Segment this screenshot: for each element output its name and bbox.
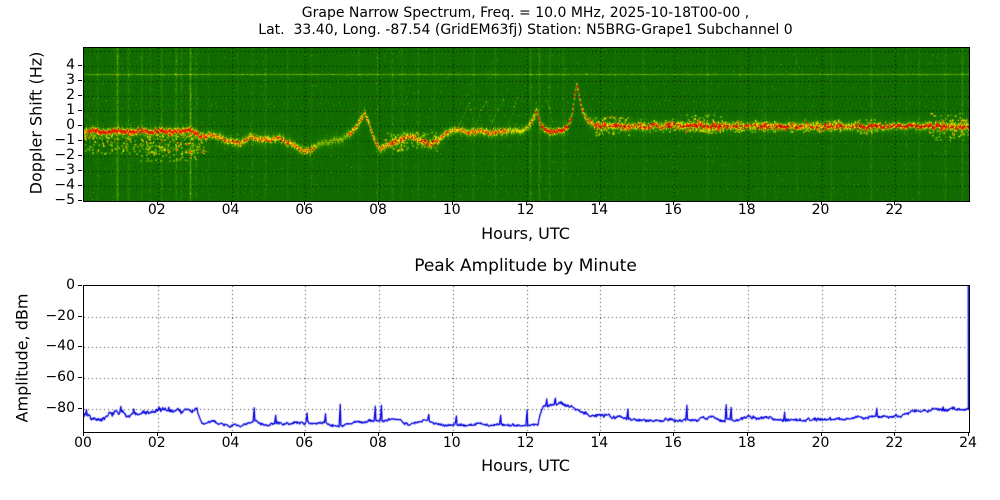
x-tick-mark <box>156 432 158 436</box>
x-tick-label: 20 <box>811 435 830 451</box>
y-tick-label: −3 <box>54 162 75 178</box>
x-tick-mark <box>230 201 232 205</box>
y-tick-label: 2 <box>66 87 75 103</box>
x-tick-label: 18 <box>737 202 756 218</box>
x-tick-mark <box>378 432 379 436</box>
y-tick-mark <box>78 155 82 156</box>
x-tick-mark <box>451 201 453 205</box>
x-tick-label: 14 <box>590 202 609 218</box>
y-tick-label: −1 <box>54 132 75 148</box>
x-tick-mark <box>304 201 306 205</box>
x-tick-label: 02 <box>147 435 166 451</box>
x-tick-mark <box>304 432 306 436</box>
x-tick-label: 16 <box>664 202 682 218</box>
y-tick-label: 3 <box>66 72 75 88</box>
y-tick-mark <box>78 315 82 317</box>
x-tick-label: 20 <box>811 202 830 218</box>
x-tick-mark <box>894 201 896 205</box>
x-tick-label: 04 <box>221 435 240 451</box>
x-tick-label: 14 <box>590 435 609 451</box>
y-tick-mark <box>78 65 82 66</box>
y-tick-mark <box>78 200 82 201</box>
amplitude-xlabel: Hours, UTC <box>481 456 570 475</box>
x-tick-mark <box>820 432 822 436</box>
x-tick-mark <box>83 432 84 436</box>
y-tick-label: −80 <box>45 399 75 416</box>
y-tick-label: 0 <box>66 117 75 133</box>
y-tick-mark <box>78 185 82 186</box>
x-tick-label: 08 <box>369 435 387 451</box>
x-tick-label: 00 <box>74 435 92 451</box>
x-tick-mark <box>599 201 601 205</box>
y-tick-label: −60 <box>45 369 75 386</box>
y-tick-label: −2 <box>54 147 75 163</box>
x-tick-mark <box>230 432 232 436</box>
spectrogram-xlabel: Hours, UTC <box>481 224 570 243</box>
x-tick-label: 22 <box>885 202 904 218</box>
x-tick-label: 06 <box>295 202 314 218</box>
x-tick-mark <box>673 201 674 205</box>
x-tick-label: 18 <box>737 435 756 451</box>
y-tick-mark <box>78 95 82 96</box>
y-tick-mark <box>78 140 82 141</box>
spectrogram-title-line1: Grape Narrow Spectrum, Freq. = 10.0 MHz,… <box>301 5 750 21</box>
x-tick-mark <box>968 432 969 436</box>
amplitude-title: Peak Amplitude by Minute <box>414 256 637 276</box>
y-tick-mark <box>78 110 82 111</box>
x-tick-mark <box>525 201 527 205</box>
x-tick-label: 08 <box>369 202 387 218</box>
x-tick-label: 02 <box>147 202 166 218</box>
y-tick-mark <box>78 285 82 286</box>
y-tick-label: −4 <box>54 177 75 193</box>
spectrogram-ylabel: Doppler Shift (Hz) <box>26 51 46 195</box>
x-tick-label: 12 <box>516 202 535 218</box>
y-tick-mark <box>78 80 82 81</box>
x-tick-mark <box>451 432 453 436</box>
y-tick-mark <box>78 125 82 126</box>
y-tick-label: 1 <box>66 102 75 118</box>
x-tick-label: 22 <box>885 435 904 451</box>
y-tick-mark <box>78 377 82 379</box>
y-tick-mark <box>78 346 82 348</box>
x-tick-mark <box>746 432 748 436</box>
x-tick-mark <box>820 201 822 205</box>
x-tick-mark <box>746 201 748 205</box>
x-tick-mark <box>599 432 601 436</box>
y-tick-label: 0 <box>66 277 75 293</box>
y-tick-label: −5 <box>54 192 75 208</box>
spectrogram-title-line2: Lat. 33.40, Long. -87.54 (GridEM63fj) St… <box>258 22 793 38</box>
x-tick-label: 10 <box>442 202 461 218</box>
amplitude-ylabel: Amplitude, dBm <box>12 293 32 423</box>
x-tick-label: 12 <box>516 435 535 451</box>
y-tick-mark <box>78 170 82 171</box>
y-tick-label: 4 <box>66 57 75 73</box>
x-tick-label: 04 <box>221 202 240 218</box>
x-tick-label: 06 <box>295 435 314 451</box>
x-tick-mark <box>673 432 674 436</box>
x-tick-mark <box>525 432 527 436</box>
y-tick-label: −40 <box>45 338 75 355</box>
y-tick-mark <box>78 407 82 409</box>
x-tick-label: 10 <box>442 435 461 451</box>
x-tick-mark <box>378 201 379 205</box>
x-tick-mark <box>156 201 158 205</box>
amplitude-canvas <box>83 285 970 433</box>
spectrogram-canvas <box>83 47 970 202</box>
x-tick-label: 24 <box>959 435 977 451</box>
y-tick-label: −20 <box>45 307 75 324</box>
x-tick-label: 16 <box>664 435 682 451</box>
x-tick-mark <box>894 432 896 436</box>
